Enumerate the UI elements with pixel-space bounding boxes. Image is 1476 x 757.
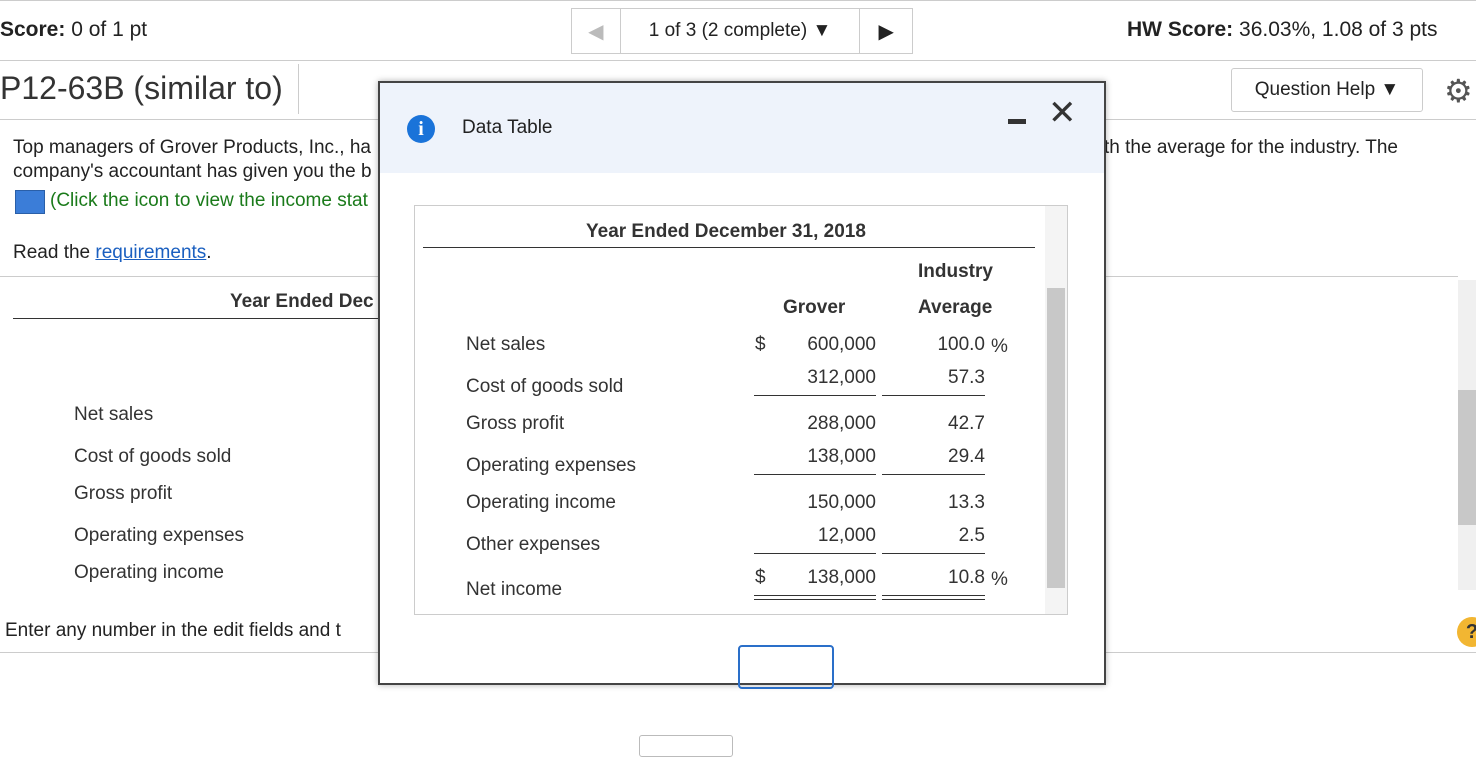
- sum-rule: [882, 553, 985, 554]
- nav-text: 1 of 3 (2 complete): [648, 20, 808, 41]
- sum-rule: [754, 395, 876, 396]
- page-scrollbar[interactable]: [1458, 280, 1476, 590]
- question-help-button[interactable]: Question Help ▼: [1231, 68, 1423, 112]
- row-label: Operating income: [466, 492, 616, 513]
- bg-row-label: Gross profit: [74, 483, 173, 504]
- requirements-link[interactable]: requirements: [95, 242, 207, 263]
- title-divider: [298, 64, 299, 114]
- grover-value: 288,000: [807, 413, 876, 434]
- grover-value: 138,000: [807, 567, 876, 588]
- bg-row-label: Cost of goods sold: [74, 446, 232, 467]
- problem-text: company's accountant has given you the b: [13, 161, 372, 182]
- sum-rule: [882, 599, 985, 600]
- grover-value: 150,000: [807, 492, 876, 513]
- question-help-text: Question Help: [1254, 79, 1376, 100]
- grover-value: 138,000: [807, 446, 876, 467]
- currency-symbol: $: [755, 334, 766, 355]
- read-suffix: .: [206, 242, 212, 263]
- column-header: Grover: [783, 297, 846, 318]
- industry-value: 29.4: [948, 446, 985, 467]
- industry-value: 57.3: [948, 367, 985, 388]
- score: Score: 0 of 1 pt: [0, 18, 147, 42]
- header-rule: [0, 60, 1476, 61]
- industry-value: 13.3: [948, 492, 985, 513]
- problem-title: P12-63B (similar to): [0, 70, 283, 106]
- score-label: Score:: [0, 18, 66, 41]
- hw-score: HW Score: 36.03%, 1.08 of 3 pts: [1127, 18, 1438, 42]
- hw-value: 36.03%, 1.08 of 3 pts: [1239, 18, 1438, 41]
- read-prefix: Read the: [13, 242, 96, 263]
- footer-text: Enter any number in the edit fields and …: [5, 620, 341, 641]
- dialog-table-heading: Year Ended December 31, 2018: [586, 221, 866, 242]
- sum-rule: [754, 474, 876, 475]
- sum-rule: [882, 474, 985, 475]
- bg-row-label: Net sales: [74, 404, 154, 425]
- sum-rule: [754, 553, 876, 554]
- minimize-button[interactable]: [1008, 119, 1026, 124]
- next-button[interactable]: ▶: [859, 9, 912, 53]
- close-button[interactable]: ✕: [1048, 94, 1077, 132]
- industry-value: 10.8: [948, 567, 985, 588]
- info-icon: i: [407, 115, 435, 143]
- help-icon[interactable]: ?: [1457, 617, 1476, 647]
- row-label: Cost of goods sold: [466, 376, 624, 397]
- grover-value: 312,000: [807, 367, 876, 388]
- sum-rule: [754, 595, 876, 596]
- bg-heading-rule: [13, 318, 383, 319]
- sum-rule: [882, 595, 985, 596]
- heading-rule: [423, 247, 1035, 248]
- bg-row-label: Operating income: [74, 562, 224, 583]
- column-header: Average: [918, 297, 993, 318]
- table-icon[interactable]: [15, 190, 45, 214]
- settings-gear[interactable]: ⚙: [1444, 73, 1473, 109]
- row-label: Net sales: [466, 334, 546, 355]
- done-button[interactable]: [738, 645, 834, 689]
- table-panel: [414, 205, 1068, 615]
- icon-link-text[interactable]: (Click the icon to view the income stat: [50, 190, 368, 211]
- bg-table-heading: Year Ended Dec: [230, 291, 374, 312]
- problem-text: Top managers of Grover Products, Inc., h…: [13, 137, 372, 158]
- industry-value: 2.5: [958, 525, 985, 546]
- row-label: Other expenses: [466, 534, 601, 555]
- print-button[interactable]: [639, 735, 733, 757]
- read-line: Read the requirements.: [13, 242, 212, 264]
- question-nav: ◀ 1 of 3 (2 complete) ▼ ▶: [571, 8, 913, 54]
- percent-sign: %: [991, 569, 1008, 590]
- currency-symbol: $: [755, 567, 766, 588]
- row-label: Operating expenses: [466, 455, 637, 476]
- grover-value: 12,000: [817, 525, 876, 546]
- grover-value: 600,000: [807, 334, 876, 355]
- row-label: Gross profit: [466, 413, 565, 434]
- prev-button[interactable]: ◀: [572, 9, 621, 53]
- percent-sign: %: [991, 336, 1008, 357]
- dialog-header: [380, 83, 1104, 173]
- row-label: Net income: [466, 579, 563, 600]
- bg-row-label: Operating expenses: [74, 525, 245, 546]
- column-header: Industry: [918, 261, 993, 282]
- sum-rule: [882, 395, 985, 396]
- sum-rule: [754, 599, 876, 600]
- dialog: i Data Table ✕: [378, 81, 1106, 757]
- industry-value: 42.7: [948, 413, 985, 434]
- hw-label: HW Score:: [1127, 18, 1234, 41]
- panel-scrollbar[interactable]: [1045, 206, 1067, 614]
- score-value: 0 of 1 pt: [71, 18, 148, 41]
- nav-dropdown[interactable]: 1 of 3 (2 complete) ▼: [648, 20, 832, 41]
- dialog-title: Data Table: [462, 117, 553, 138]
- industry-value: 100.0: [937, 334, 985, 355]
- top-rule: [0, 0, 1476, 1]
- problem-text: th the average for the industry. The: [1104, 137, 1398, 158]
